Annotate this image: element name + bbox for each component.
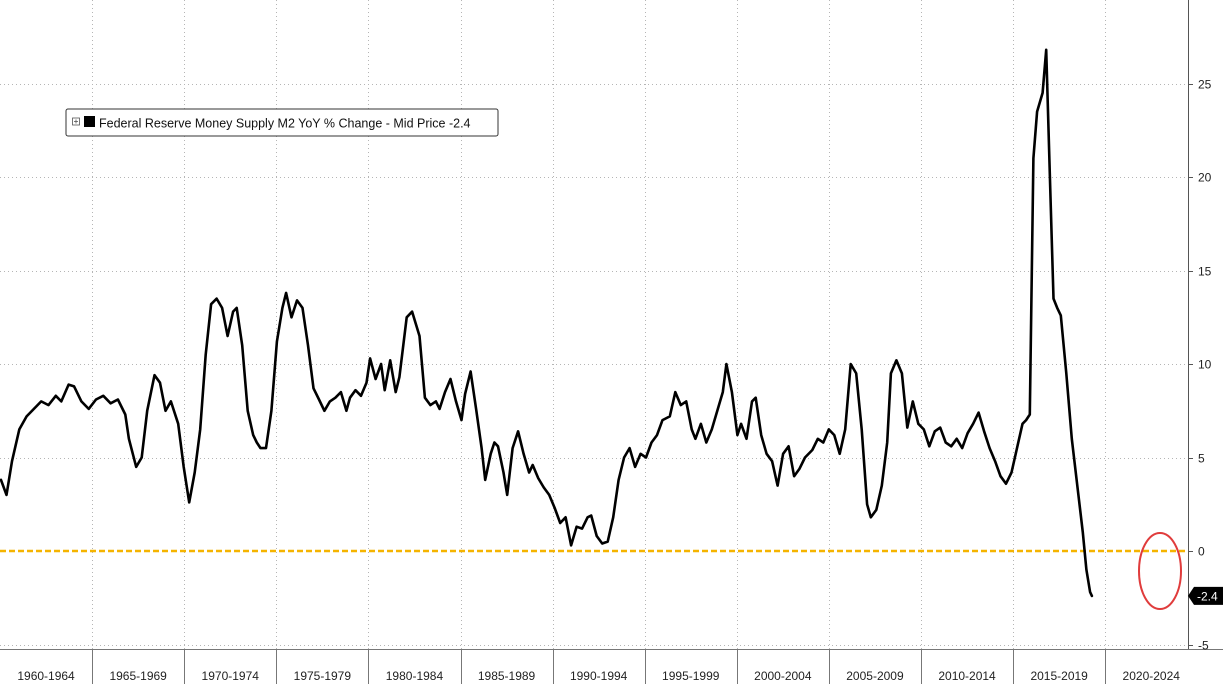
y-tick-label: 20 — [1198, 171, 1212, 185]
x-tick-label: 1985-1989 — [478, 669, 536, 683]
x-tick-label: 1995-1999 — [662, 669, 720, 683]
x-tick-label: 2005-2009 — [846, 669, 904, 683]
series-m2-yoy — [0, 48, 1094, 598]
x-tick-label: 2000-2004 — [754, 669, 812, 683]
x-tick-label: 2020-2024 — [1123, 669, 1181, 683]
y-tick-label: 0 — [1198, 545, 1205, 559]
x-tick-label: 1970-1974 — [202, 669, 260, 683]
x-axis: 1960-1964 1965-1969 1970-1974 1975-1979 1980… — [0, 649, 1223, 684]
series-line — [0, 48, 1094, 598]
last-value-label: -2.4 — [1197, 589, 1218, 603]
last-value-marker: -2.4 — [1188, 586, 1223, 605]
x-tick-label: 2010-2014 — [938, 669, 996, 683]
y-tick-label: 10 — [1198, 358, 1212, 372]
gridlines — [0, 0, 1188, 649]
legend-swatch — [84, 116, 95, 127]
last-value-box — [1188, 586, 1223, 605]
x-tick-label: 1990-1994 — [570, 669, 628, 683]
y-tick-label: 15 — [1198, 265, 1212, 279]
x-tick-label: 1975-1979 — [294, 669, 352, 683]
legend-label: Federal Reserve Money Supply M2 YoY % Ch… — [99, 117, 471, 131]
highlight-circle — [1138, 532, 1182, 610]
y-axis: -5 0 5 10 15 20 25 — [1188, 0, 1212, 653]
x-tick-label: 2015-2019 — [1030, 669, 1088, 683]
x-tick-label: 1965-1969 — [109, 669, 167, 683]
y-tick-label: -5 — [1198, 639, 1209, 653]
x-tick-label: 1980-1984 — [386, 669, 444, 683]
x-tick-label: 1960-1964 — [17, 669, 75, 683]
legend[interactable]: Federal Reserve Money Supply M2 YoY % Ch… — [65, 108, 499, 137]
y-tick-label: 25 — [1198, 78, 1212, 92]
y-tick-label: 5 — [1198, 452, 1205, 466]
